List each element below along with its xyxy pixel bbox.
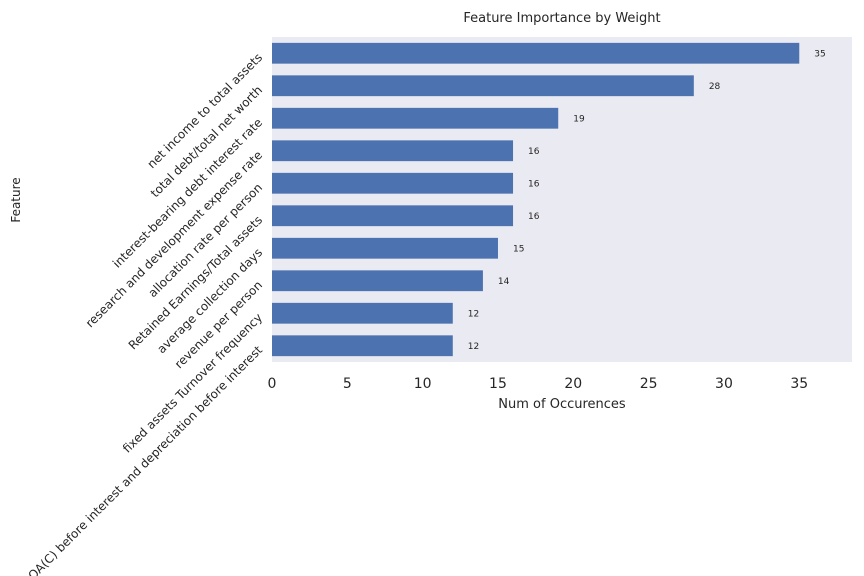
bar-value-label: 16 [528,179,540,189]
x-tick-label: 25 [640,376,658,392]
x-tick-label: 35 [790,376,808,392]
bar-value-label: 14 [498,277,510,287]
bar-value-label: 35 [814,49,825,59]
bar [272,205,514,227]
bar [272,172,514,194]
bar-value-label: 12 [468,309,479,319]
data-labels-group: 35 28 19 16 16 16 15 14 12 12 [468,49,826,352]
bar [272,75,694,97]
bar [272,302,453,324]
bars-group [272,42,800,357]
bar-value-label: 19 [573,114,585,124]
x-tick-label: 20 [564,376,582,392]
x-tick-label: 30 [715,376,733,392]
chart-title: Feature Importance by Weight [463,11,660,26]
bar [272,335,453,357]
x-axis-ticks: 0 5 10 15 20 25 30 35 [268,376,809,392]
bar-value-label: 12 [468,342,479,352]
x-tick-label: 10 [414,376,432,392]
x-tick-label: 5 [343,376,352,392]
x-tick-label: 0 [268,376,277,392]
bar-value-label: 15 [513,244,524,254]
y-axis-label: Feature [9,177,23,222]
bar [272,237,498,259]
bar [272,107,559,129]
bar-value-label: 16 [528,147,540,157]
y-tick-label: ROA(C) before interest and depreciation … [20,343,266,576]
x-tick-label: 15 [489,376,507,392]
x-axis-label: Num of Occurences [498,397,626,412]
bar-value-label: 28 [709,82,721,92]
bar [272,42,800,64]
bar [272,140,514,162]
bar [272,270,483,292]
bar-value-label: 16 [528,212,540,222]
